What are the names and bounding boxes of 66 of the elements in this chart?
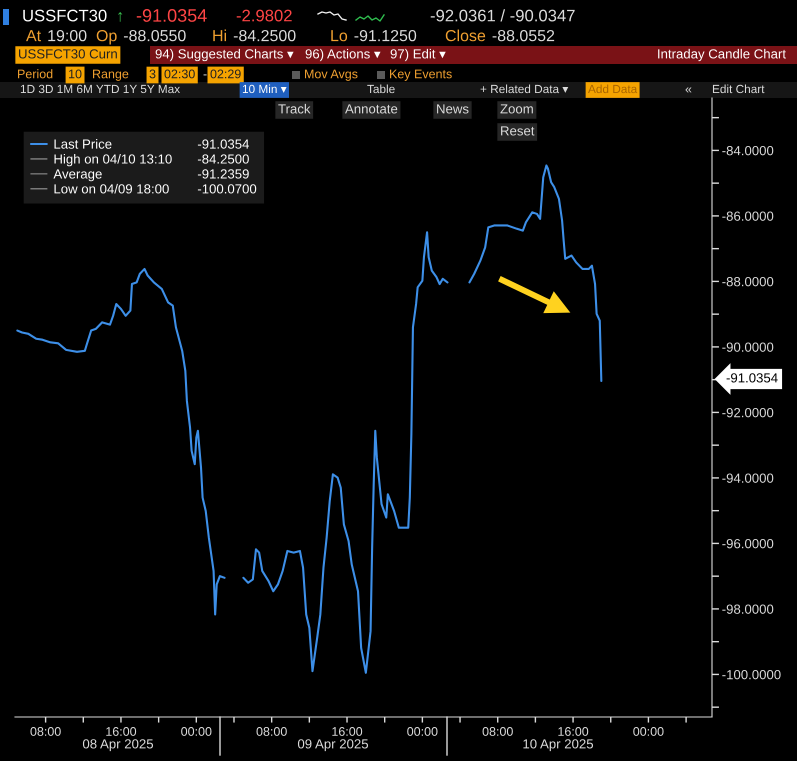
annotation: -84.2500	[198, 154, 249, 164]
annotation: Average	[53, 169, 102, 182]
y-tick-label: -96.0000	[722, 538, 774, 548]
text: Edit Chart	[712, 84, 764, 94]
y-tick-label: -90.0000	[722, 342, 774, 352]
text: -91.0354	[136, 9, 207, 22]
annotation: Track	[278, 104, 311, 114]
text: 1D 3D 1M 6M YTD 1Y 5Y Max	[20, 84, 180, 94]
text: Intraday Candle Chart	[658, 48, 786, 62]
text: Key Events	[390, 70, 452, 81]
x-tick-label: 00:00	[633, 727, 664, 736]
annotation: News	[437, 104, 469, 114]
x-tick-label: 08:00	[256, 727, 287, 736]
text: Add Data	[588, 84, 638, 94]
text: ↑	[118, 12, 122, 22]
text: Range	[93, 70, 128, 81]
y-tick-label: -100.0000	[722, 670, 781, 680]
x-tick-label: 00:00	[181, 727, 212, 736]
annotation: Annotate	[345, 104, 398, 114]
legend-label: Last Price	[54, 139, 112, 149]
text: -	[204, 74, 207, 76]
x-tick-label: 08:00	[30, 727, 61, 736]
chart-title: USSFCT30	[23, 10, 107, 22]
y-tick-label: -86.0000	[722, 211, 774, 221]
x-tick-label: 16:00	[106, 727, 136, 736]
text: 02:29	[210, 70, 241, 78]
text: Period	[18, 69, 52, 78]
y-tick-label: -92.0000	[722, 408, 774, 418]
text: 08 Apr 2025	[82, 739, 154, 752]
text: USSFCT30 Curn	[19, 49, 117, 59]
text: -2.9802	[236, 10, 292, 22]
text: 10 Min ▾	[242, 84, 287, 94]
annotation: Low on 04/09 18:00	[54, 184, 169, 194]
text: Lo -91.1250	[331, 30, 416, 42]
x-tick-label: 08:00	[482, 727, 513, 736]
text: -92.0361 / -90.0347	[430, 9, 575, 22]
annotation: -91.2359	[198, 169, 249, 179]
text: At 19:00	[26, 30, 86, 42]
text: + Related Data ▾	[480, 84, 568, 94]
y-tick-label: -84.0000	[722, 146, 774, 156]
text: 09 Apr 2025	[298, 739, 368, 752]
text: Close -88.0552	[446, 30, 554, 42]
y-tick-label: -88.0000	[722, 276, 774, 286]
text: 3	[150, 70, 156, 78]
y-tick-label: -94.0000	[722, 473, 774, 483]
text: 94) Suggested Charts ▾	[156, 48, 294, 62]
y-tick-label: -98.0000	[722, 604, 774, 614]
text: Mov Avgs	[305, 70, 358, 81]
x-tick-label: 00:00	[407, 727, 438, 736]
text: «	[686, 87, 692, 92]
annotation: Reset	[501, 126, 534, 136]
annotation: -100.0700	[198, 184, 256, 194]
text: 02:30	[164, 70, 195, 78]
text: Table	[367, 84, 395, 94]
text: -91.0354	[726, 373, 778, 383]
annotation: -91.0354	[198, 139, 250, 149]
annotation: Zoom	[500, 104, 533, 114]
x-tick-label: 16:00	[332, 727, 362, 736]
text: Op -88.0550	[96, 30, 186, 44]
text: 97) Edit ▾	[390, 48, 446, 62]
annotation: High on 04/10 13:10	[54, 154, 172, 166]
text: 10 Apr 2025	[523, 739, 594, 752]
x-tick-label: 16:00	[558, 727, 588, 736]
text: 96) Actions ▾	[306, 48, 381, 62]
text: 10	[69, 70, 82, 78]
text: Hi -84.2500	[213, 30, 296, 42]
